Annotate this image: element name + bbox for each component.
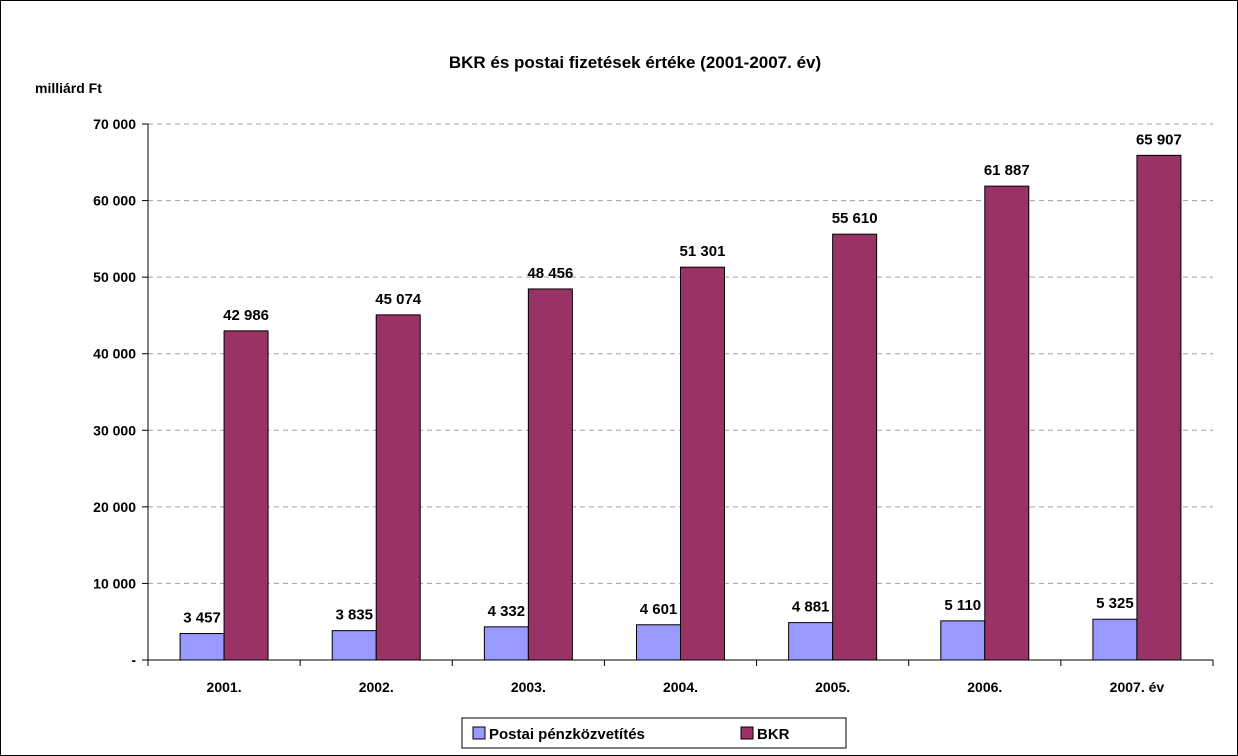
bar-postai (940, 620, 986, 661)
data-label: 45 074 (375, 291, 422, 308)
bar-bkr (527, 288, 573, 661)
legend: Postai pénzközvetítés BKR (461, 717, 847, 749)
bar-postai (483, 626, 529, 661)
y-tick-label: 10 000 (93, 575, 136, 591)
data-label: 3 457 (183, 610, 221, 627)
bar-bkr (223, 330, 269, 661)
data-label: 42 986 (223, 307, 269, 324)
y-tick-label: 50 000 (93, 269, 136, 285)
data-label: 51 301 (680, 243, 726, 260)
data-label: 3 835 (335, 607, 373, 624)
data-label: 4 881 (792, 599, 830, 616)
data-label: 4 332 (488, 603, 526, 620)
bar-postai (179, 633, 225, 661)
y-tick-labels: - 10 000 20 000 30 000 40 000 50 000 60 000 70 … (93, 116, 136, 668)
x-tick-label: 2003. (511, 679, 546, 695)
chart-title: BKR és postai fizetések értéke (2001-200… (449, 53, 821, 72)
y-tick-label: 30 000 (93, 422, 136, 438)
bar-bkr (1136, 154, 1182, 661)
legend-label: BKR (757, 726, 790, 743)
legend-swatch (472, 726, 486, 740)
legend-box (461, 717, 847, 749)
bar-postai (788, 622, 834, 661)
data-label: 4 601 (640, 601, 678, 618)
x-tick-label: 2007. év (1110, 679, 1165, 695)
y-axis-label: milliárd Ft (35, 80, 102, 96)
data-label: 65 907 (1136, 131, 1182, 148)
x-tick-label: 2004. (663, 679, 698, 695)
x-tick-label: 2006. (967, 679, 1002, 695)
bars (179, 154, 1182, 661)
legend-swatch (740, 726, 754, 740)
data-labels: 3 457 42 986 3 835 45 074 4 332 48 456 4 601 51… (183, 131, 1182, 626)
data-label: 5 110 (944, 597, 981, 614)
bar-bkr (375, 314, 421, 661)
bar-bkr (680, 266, 725, 661)
data-label: 61 887 (984, 162, 1030, 179)
data-label: 55 610 (832, 210, 878, 227)
bar-postai (331, 630, 377, 661)
legend-label: Postai pénzközvetítés (489, 726, 645, 743)
y-tick-label: 60 000 (93, 193, 136, 209)
x-tick-label: 2001. (207, 679, 242, 695)
x-tick-labels: 2001. 2002. 2003. 2004. 2005. 2006. 2007. év (207, 679, 1165, 695)
bar-postai (636, 624, 681, 661)
y-tick-label: 40 000 (93, 346, 136, 362)
bar-bkr (832, 233, 878, 661)
axes (142, 123, 1214, 666)
y-tick-label: - (131, 652, 136, 668)
x-tick-label: 2005. (815, 679, 850, 695)
bar-bkr (984, 185, 1030, 661)
y-tick-label: 70 000 (93, 116, 136, 132)
data-label: 5 325 (1096, 595, 1134, 612)
data-label: 48 456 (527, 265, 573, 282)
y-tick-label: 20 000 (93, 499, 136, 515)
bar-postai (1092, 618, 1138, 661)
x-tick-label: 2002. (359, 679, 394, 695)
